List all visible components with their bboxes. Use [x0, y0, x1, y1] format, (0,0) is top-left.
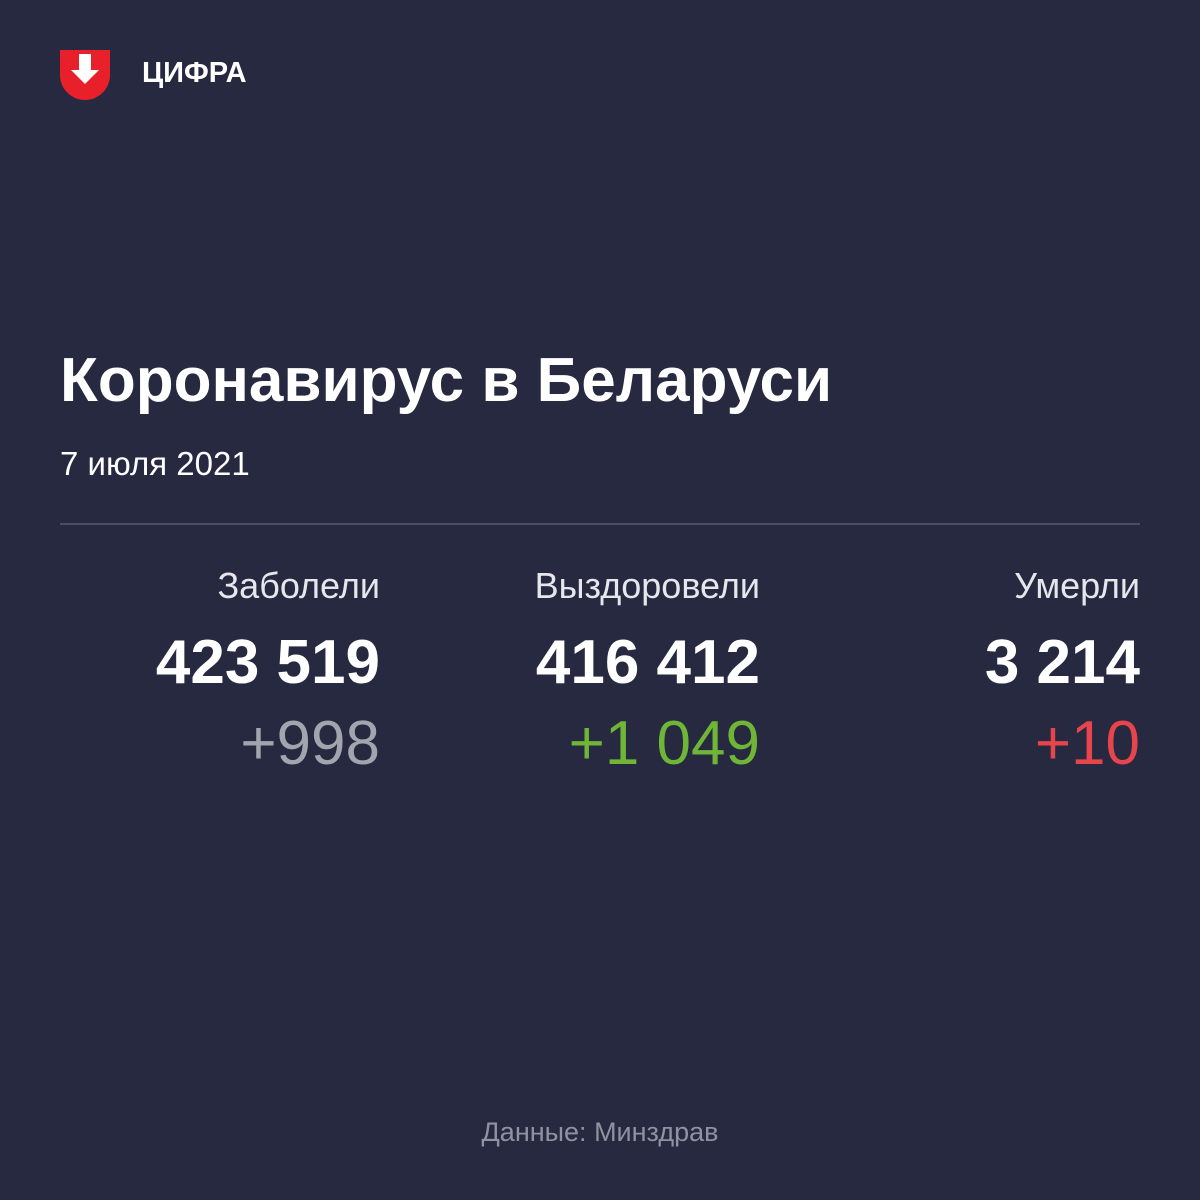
brand: ЦИФРА [142, 57, 247, 89]
title: Коронавирус в Беларуси [60, 346, 833, 415]
stat-column: Выздоровели 416 412 +1 049 [400, 565, 760, 779]
stat-label: Заболели [217, 565, 380, 606]
stat-total: 416 412 [535, 628, 760, 697]
divider [60, 523, 1140, 525]
stat-label: Умерли [1014, 565, 1140, 606]
logo [60, 50, 110, 100]
source: Данные: Минздрав [481, 1117, 719, 1147]
stat-label: Выздоровели [534, 565, 760, 606]
stat-delta: +998 [240, 709, 380, 778]
stat-total: 423 519 [155, 628, 380, 697]
date: 7 июля 2021 [60, 445, 250, 482]
stat-delta: +1 049 [568, 709, 760, 778]
stat-column: Заболели 423 519 +998 [20, 565, 380, 779]
stat-column: Умерли 3 214 +10 [780, 565, 1140, 779]
stat-total: 3 214 [984, 628, 1140, 697]
stat-delta: +10 [1034, 709, 1140, 778]
